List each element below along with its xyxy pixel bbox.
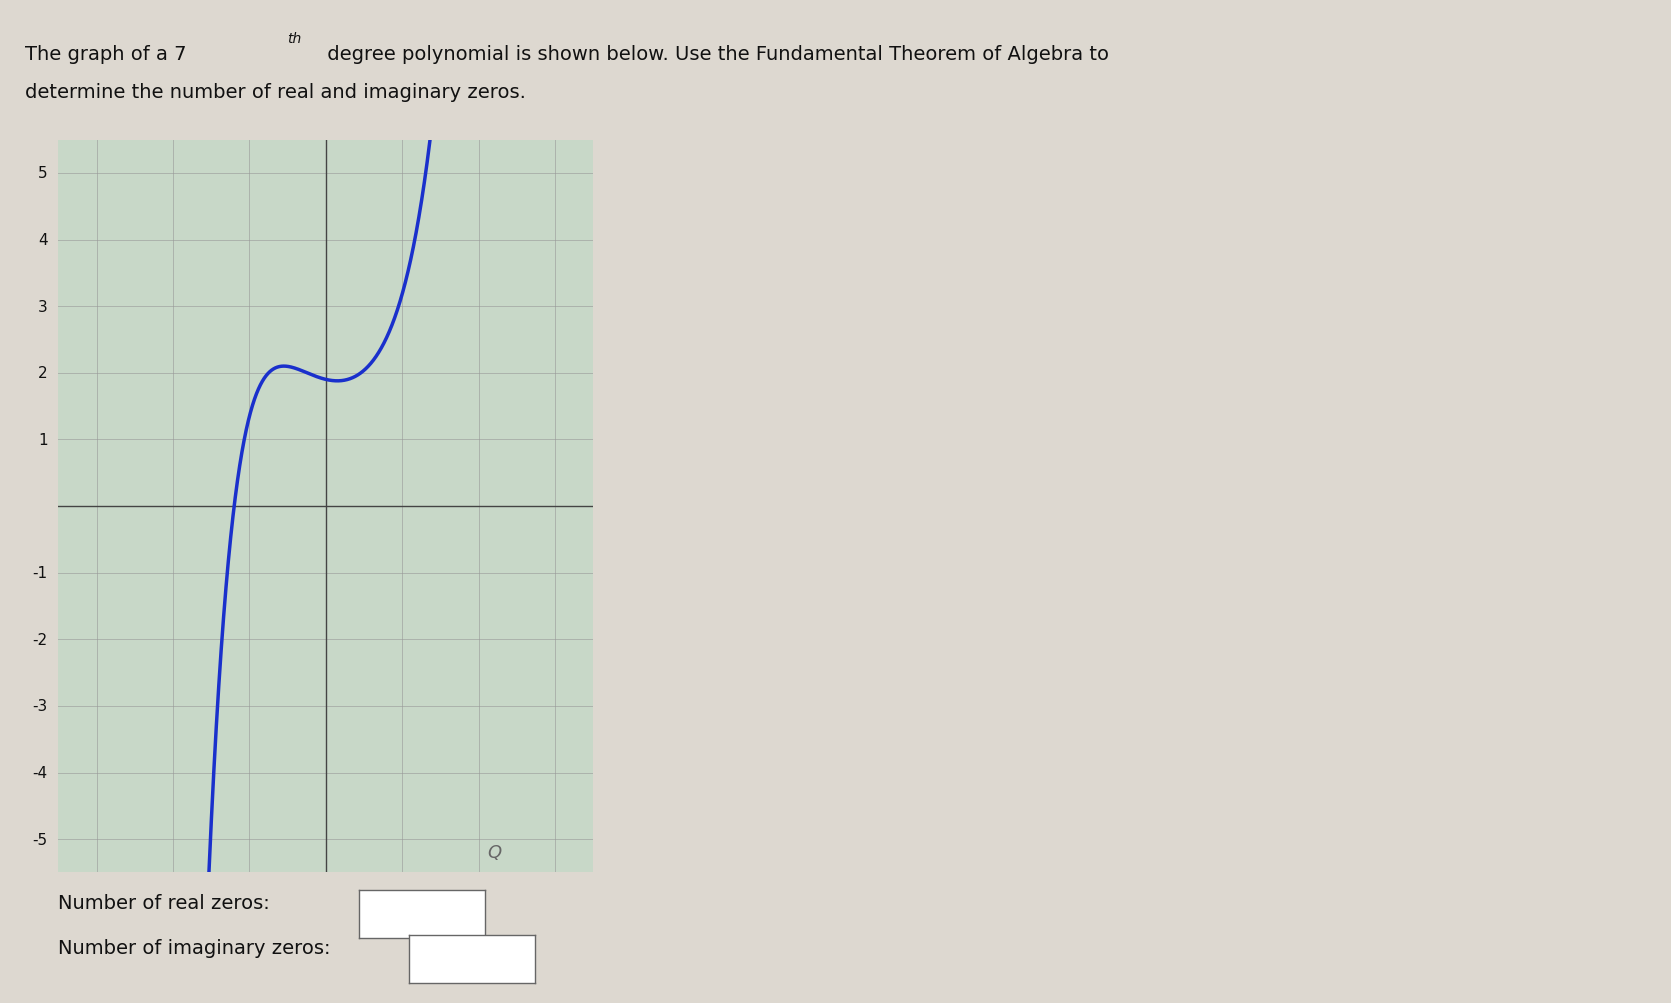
Text: Number of real zeros:: Number of real zeros: xyxy=(58,894,271,912)
Text: th: th xyxy=(287,32,302,46)
Text: The graph of a 7: The graph of a 7 xyxy=(25,45,187,64)
Text: 5: 5 xyxy=(38,166,48,182)
Text: 1: 1 xyxy=(38,432,48,447)
Text: degree polynomial is shown below. Use the Fundamental Theorem of Algebra to: degree polynomial is shown below. Use th… xyxy=(321,45,1110,64)
Text: 2: 2 xyxy=(38,366,48,381)
Text: Q: Q xyxy=(486,844,501,862)
Text: -2: -2 xyxy=(33,632,48,647)
Text: -3: -3 xyxy=(32,699,48,714)
Text: -1: -1 xyxy=(33,566,48,581)
Text: determine the number of real and imaginary zeros.: determine the number of real and imagina… xyxy=(25,83,526,102)
Text: Number of imaginary zeros:: Number of imaginary zeros: xyxy=(58,939,331,957)
Text: -4: -4 xyxy=(33,765,48,780)
Text: 3: 3 xyxy=(38,299,48,314)
Text: -5: -5 xyxy=(33,831,48,847)
Text: 4: 4 xyxy=(38,233,48,248)
